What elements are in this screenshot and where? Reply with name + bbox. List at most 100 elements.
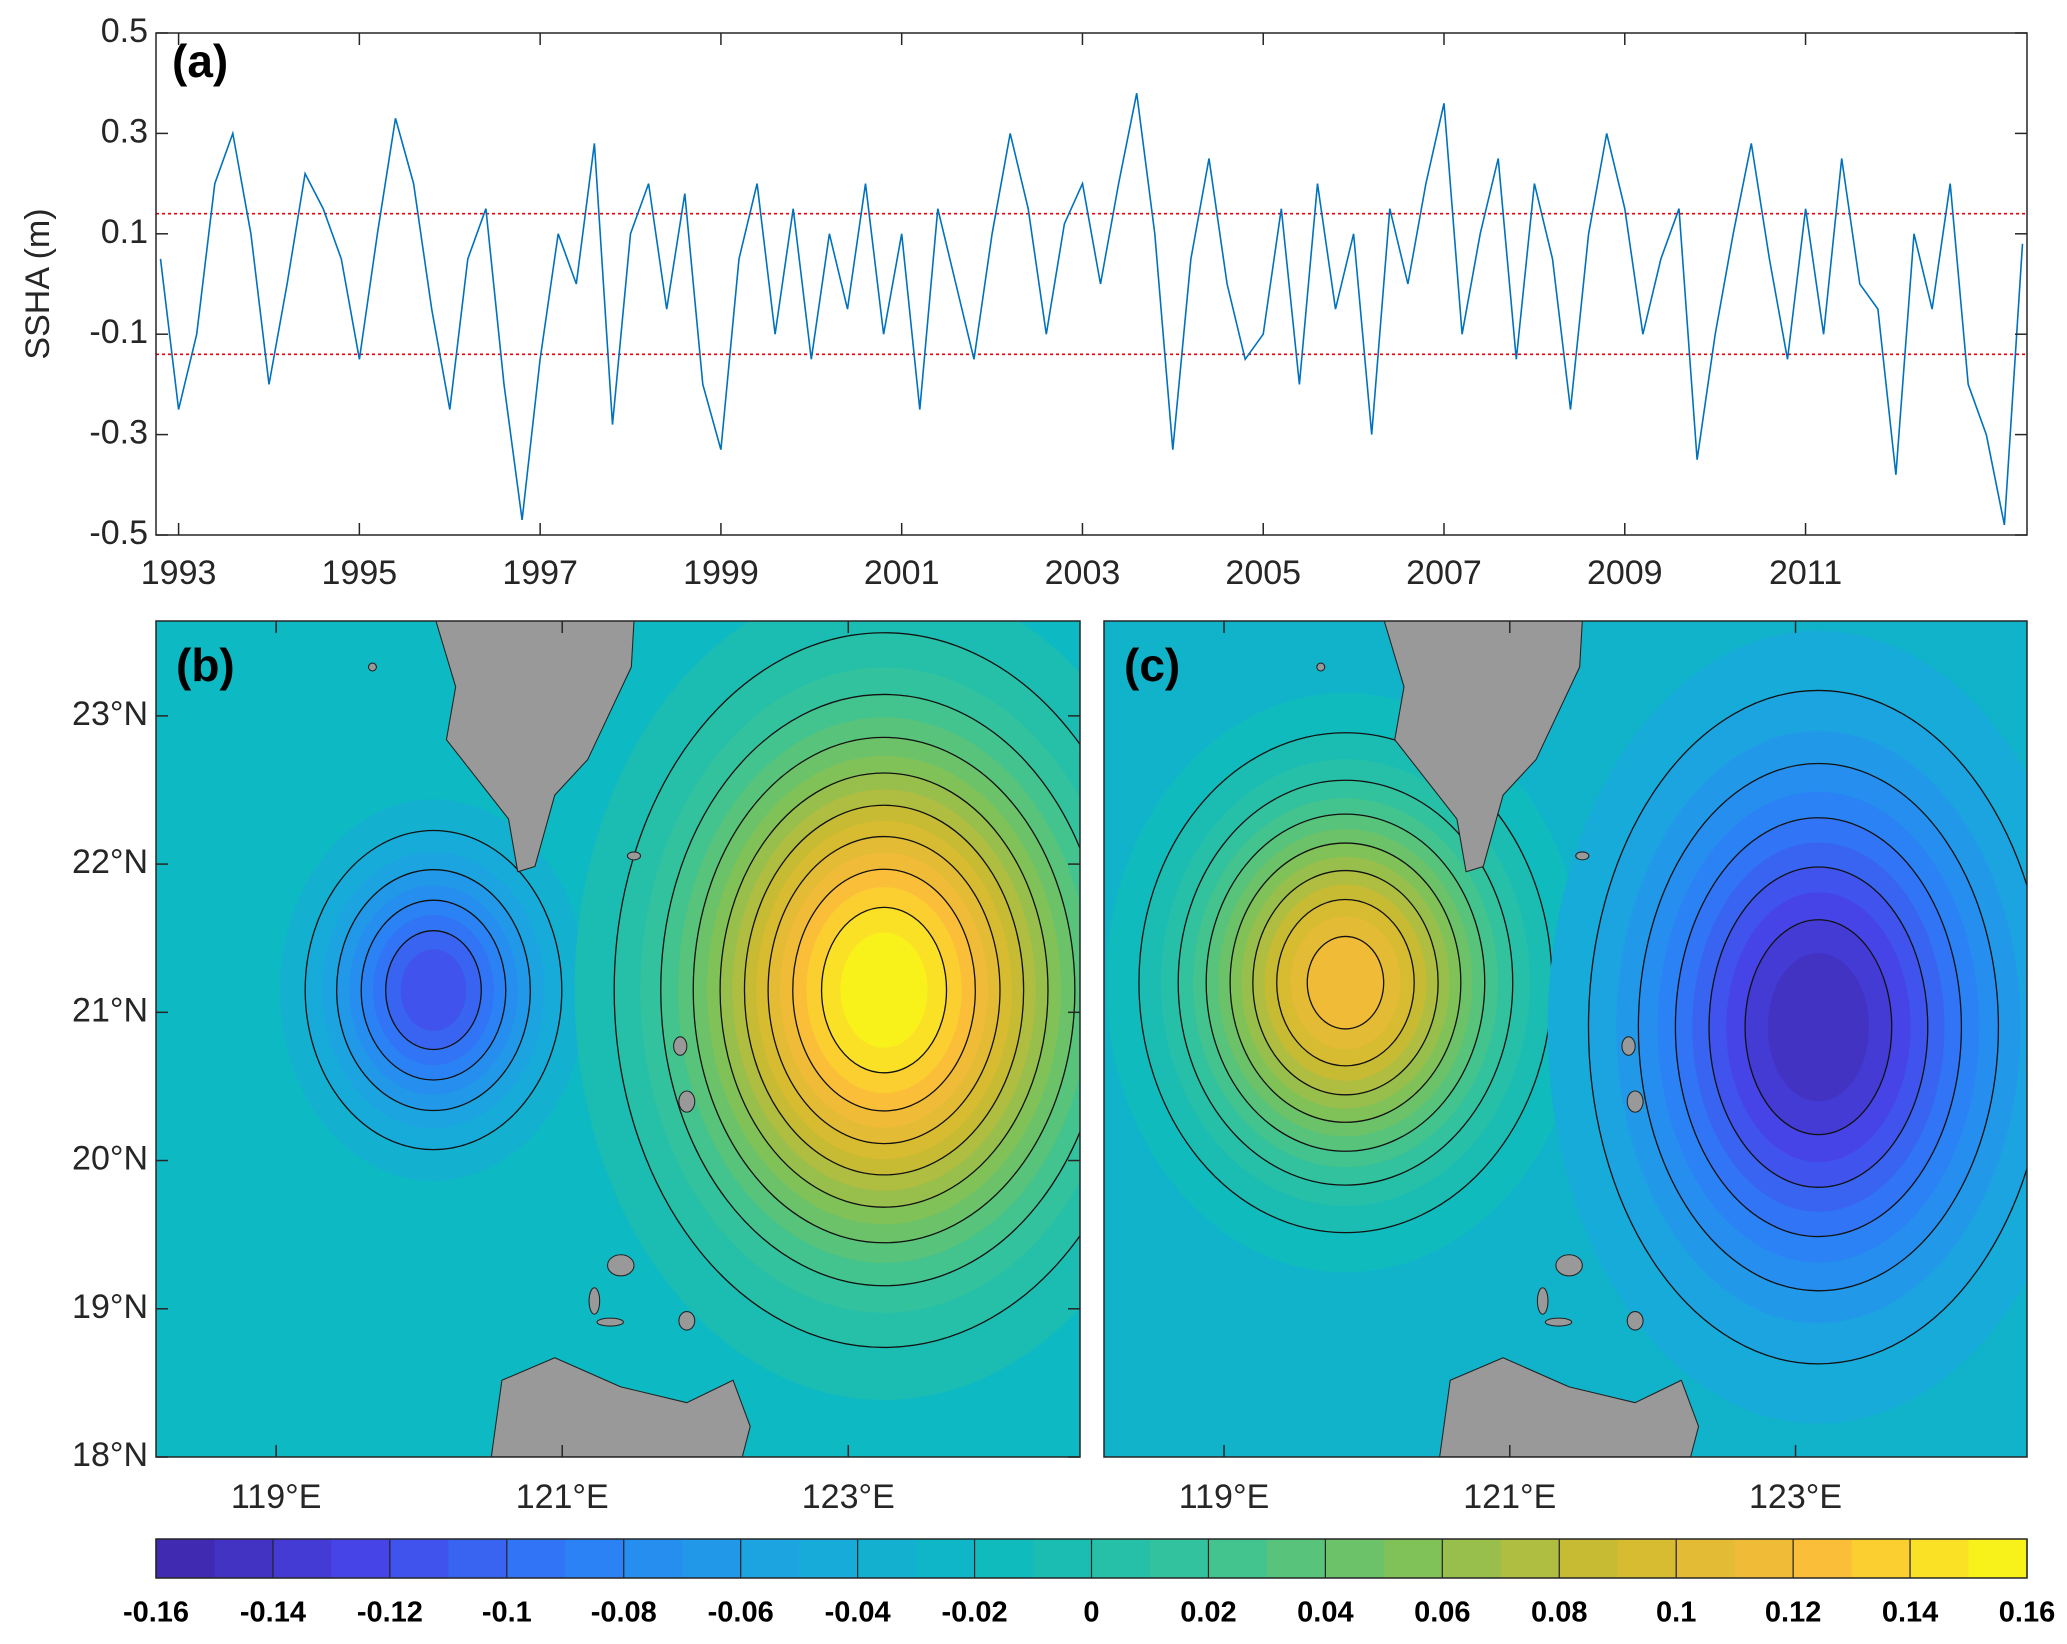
y-axis-label: SSHA (m) bbox=[19, 208, 57, 359]
axes-frame bbox=[155, 32, 2028, 536]
y-tick-label: 0.5 bbox=[101, 12, 148, 50]
panel-label: (c) bbox=[1124, 639, 1180, 691]
colorbar-band bbox=[214, 1539, 274, 1578]
land bbox=[1316, 621, 1700, 1457]
island bbox=[1544, 1317, 1573, 1327]
island bbox=[626, 851, 642, 861]
colorbar-tick-label: -0.1 bbox=[482, 1597, 532, 1629]
x-tick-label: 2007 bbox=[1406, 554, 1482, 592]
colorbar-band bbox=[682, 1539, 742, 1578]
island bbox=[1626, 1090, 1644, 1113]
x-tick-label: 2009 bbox=[1587, 554, 1663, 592]
island bbox=[607, 1254, 635, 1277]
y-tick-label: 22°N bbox=[72, 843, 148, 881]
colorbar-tick-label: -0.14 bbox=[240, 1597, 306, 1629]
x-tick-label: 2001 bbox=[864, 554, 940, 592]
plots bbox=[156, 93, 2028, 1578]
colorbar-band bbox=[331, 1539, 391, 1578]
colorbar-band bbox=[916, 1539, 976, 1578]
colorbar-band bbox=[1559, 1539, 1619, 1578]
colorbar-tick-label: 0.16 bbox=[1999, 1597, 2055, 1629]
colorbar-band bbox=[1793, 1539, 1853, 1578]
island bbox=[367, 662, 377, 672]
contour-band bbox=[840, 932, 928, 1048]
colorbar-band bbox=[623, 1539, 683, 1578]
contour-band bbox=[1767, 952, 1870, 1102]
map-field bbox=[1104, 621, 2027, 1457]
colorbar-tick-label: 0.14 bbox=[1882, 1597, 1938, 1629]
x-tick-label: 2003 bbox=[1045, 554, 1121, 592]
panel-label: (b) bbox=[176, 639, 235, 691]
x-tick-label: 121°E bbox=[516, 1478, 609, 1516]
colorbar-band bbox=[1091, 1539, 1151, 1578]
island bbox=[596, 1317, 624, 1327]
landmass bbox=[490, 1357, 751, 1457]
contour-band bbox=[1306, 935, 1385, 1030]
colorbar-tick-label: 0.12 bbox=[1765, 1597, 1821, 1629]
island bbox=[1316, 662, 1326, 672]
colorbar-band bbox=[1266, 1539, 1326, 1578]
colorbar-tick-label: 0.02 bbox=[1180, 1597, 1236, 1629]
colorbar-tick-label: -0.12 bbox=[357, 1597, 423, 1629]
x-tick-label: 123°E bbox=[802, 1478, 895, 1516]
island bbox=[588, 1287, 601, 1315]
landmass bbox=[1439, 1357, 1700, 1457]
x-tick-label: 2005 bbox=[1225, 554, 1301, 592]
overlay: -0.5 -0.3 -0.1 0.1 0.3 0.5 1993 1995 1997 1999 200… bbox=[19, 12, 2055, 1629]
y-tick-label: 23°N bbox=[72, 695, 148, 733]
series-line bbox=[159, 93, 2024, 526]
axes-frame bbox=[155, 620, 1081, 1458]
axes-frame bbox=[155, 1538, 2028, 1579]
land-shapes bbox=[367, 621, 751, 1457]
x-tick-label: 1999 bbox=[683, 554, 759, 592]
y-tick-label: -0.1 bbox=[89, 313, 148, 351]
colorbar-band bbox=[740, 1539, 800, 1578]
colorbar-band bbox=[389, 1539, 449, 1578]
colorbar-tick-label: -0.16 bbox=[123, 1597, 189, 1629]
colorbar-band bbox=[272, 1539, 332, 1578]
colorbar-band bbox=[448, 1539, 508, 1578]
panel-label: (a) bbox=[172, 35, 228, 87]
land bbox=[367, 621, 1700, 1457]
y-tick-label: 20°N bbox=[72, 1140, 148, 1178]
x-tick-label: 121°E bbox=[1463, 1478, 1556, 1516]
y-tick-label: 19°N bbox=[72, 1288, 148, 1326]
colorbar-tick-label: 0.04 bbox=[1297, 1597, 1353, 1629]
colorbar-band bbox=[1968, 1539, 2028, 1578]
island bbox=[673, 1036, 688, 1056]
colorbar-tick-label: 0.06 bbox=[1414, 1597, 1470, 1629]
island bbox=[678, 1311, 696, 1331]
colorbar-band bbox=[1676, 1539, 1736, 1578]
colorbar-band bbox=[1617, 1539, 1677, 1578]
y-tick-label: 18°N bbox=[72, 1436, 148, 1474]
island bbox=[678, 1090, 696, 1113]
x-tick-label: 119°E bbox=[1179, 1478, 1269, 1516]
island bbox=[1626, 1311, 1644, 1331]
landmass bbox=[1383, 621, 1583, 873]
island bbox=[1536, 1287, 1549, 1315]
x-tick-label: 119°E bbox=[231, 1478, 321, 1516]
colorbar-tick-label: 0.1 bbox=[1656, 1597, 1696, 1629]
x-tick-label: 123°E bbox=[1749, 1478, 1842, 1516]
colorbar-band bbox=[1208, 1539, 1268, 1578]
contour-band bbox=[400, 949, 467, 1031]
colorbar-band bbox=[1033, 1539, 1092, 1578]
landmass bbox=[435, 621, 635, 873]
colorbar-band bbox=[1734, 1539, 1794, 1578]
land bbox=[367, 621, 751, 1457]
colorbar-band bbox=[799, 1539, 859, 1578]
colorbar-band bbox=[1325, 1539, 1385, 1578]
x-tick-label: 1997 bbox=[502, 554, 578, 592]
colorbar-band bbox=[565, 1539, 625, 1578]
island bbox=[1575, 851, 1590, 861]
y-tick-label: 0.3 bbox=[101, 112, 148, 150]
y-tick-label: -0.5 bbox=[89, 514, 148, 552]
y-tick-label: -0.3 bbox=[89, 414, 148, 452]
land-shapes bbox=[1316, 621, 1700, 1457]
colorbar-tick-label: 0.08 bbox=[1531, 1597, 1587, 1629]
axes-frame bbox=[1103, 620, 2028, 1458]
x-tick-label: 1993 bbox=[141, 554, 217, 592]
y-tick-label: 21°N bbox=[72, 991, 148, 1029]
